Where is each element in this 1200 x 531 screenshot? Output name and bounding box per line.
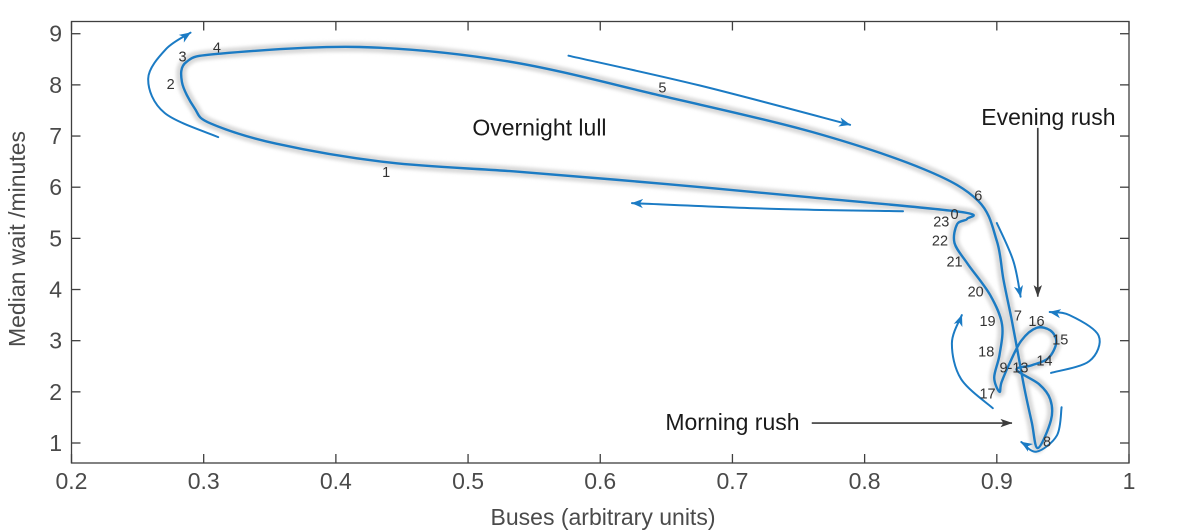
- x-tick-label: 0.6: [584, 468, 616, 494]
- hour-label-18: 18: [978, 344, 994, 360]
- y-tick-label: 5: [49, 225, 62, 251]
- hour-label-20: 20: [968, 285, 984, 301]
- overnight-top-flow-arrow: [567, 54, 852, 127]
- y-tick-label: 7: [49, 123, 62, 149]
- hour-label-0: 0: [950, 207, 958, 223]
- hour-label-3: 3: [178, 50, 186, 66]
- hour-label-8: 8: [1043, 434, 1051, 450]
- evening-loop-arrow: [1048, 309, 1101, 374]
- y-tick-label: 8: [49, 72, 62, 98]
- y-tick-label: 1: [49, 430, 62, 456]
- hour-label-16: 16: [1028, 314, 1044, 330]
- plot-border: [70, 20, 1130, 464]
- hour-label-19: 19: [979, 314, 995, 330]
- x-tick-label: 0.8: [849, 468, 881, 494]
- y-tick-label: 4: [49, 277, 62, 303]
- hour-label-21: 21: [946, 254, 962, 270]
- wait-vs-buses-curve: [179, 45, 1058, 450]
- annotation-overnight-lull: Overnight lull: [472, 114, 606, 140]
- y-tick-label: 2: [49, 379, 62, 405]
- annotation-evening-rush: Evening rush: [981, 104, 1115, 130]
- hour-label-1: 1: [382, 165, 390, 181]
- x-tick-label: 0.4: [320, 468, 352, 494]
- x-tick-label: 0.9: [981, 468, 1013, 494]
- hour-label-22: 22: [932, 233, 948, 249]
- morning-loop-arrow: [1020, 406, 1063, 453]
- hour-label-15: 15: [1052, 333, 1068, 349]
- y-tick-label: 3: [49, 328, 62, 354]
- arrows-layer: [147, 31, 1101, 453]
- hour-label-4: 4: [213, 41, 221, 57]
- data-curve-layer: [176, 41, 1062, 454]
- hour-label-17: 17: [979, 386, 995, 402]
- overnight-bottom-flow-arrow: [631, 198, 904, 213]
- y-axis-title: Median wait /minutes: [4, 131, 30, 347]
- night-climb-arrow: [950, 314, 994, 410]
- y-tick-label: 9: [49, 21, 62, 47]
- x-tick-label: 0.7: [716, 468, 748, 494]
- hour-label-6: 6: [974, 188, 982, 204]
- hour-label-5: 5: [658, 80, 666, 96]
- evening-descent-arrow: [995, 222, 1023, 298]
- x-axis-title: Buses (arbitrary units): [491, 504, 716, 530]
- x-tick-label: 0.3: [188, 468, 220, 494]
- hour-label-7: 7: [1014, 309, 1022, 325]
- x-tick-label: 0.2: [56, 468, 88, 494]
- hour-label-9-13: 9-13: [999, 360, 1028, 376]
- annotation-morning-rush: Morning rush: [665, 409, 799, 435]
- hour-label-2: 2: [167, 77, 175, 93]
- overnight-turn-arrow: [147, 31, 220, 139]
- curve-shadow: [176, 41, 1062, 454]
- annotations-layer: Overnight lull Evening rush Morning rush: [472, 104, 1115, 435]
- hour-label-14: 14: [1036, 354, 1052, 370]
- x-tick-label: 1: [1123, 468, 1136, 494]
- x-tick-label: 0.5: [452, 468, 484, 494]
- y-tick-label: 6: [49, 174, 62, 200]
- hour-label-23: 23: [933, 214, 949, 230]
